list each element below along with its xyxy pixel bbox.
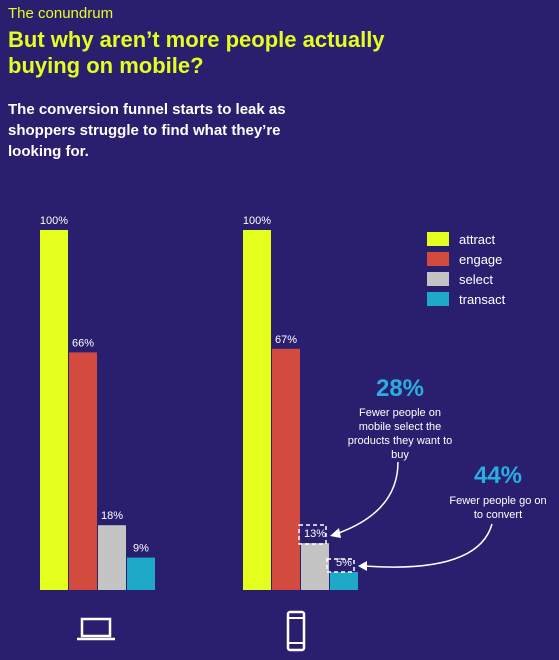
- data-label: 9%: [133, 543, 149, 555]
- bar-transact: [330, 572, 358, 590]
- legend-swatch: [427, 292, 449, 306]
- legend-label: attract: [459, 231, 496, 247]
- transact-gap-box: [326, 558, 355, 573]
- laptop-icon: [77, 617, 115, 641]
- subhead: The conversion funnel starts to leak as …: [8, 101, 286, 160]
- select-gap-box: [298, 524, 327, 545]
- legend-item: engage: [427, 249, 505, 269]
- bar-select: [98, 525, 126, 590]
- legend-swatch: [427, 272, 449, 286]
- kicker: The conundrum: [8, 5, 114, 22]
- legend-label: select: [459, 271, 493, 287]
- headline: But why aren’t more people actually buyi…: [8, 27, 385, 78]
- callout-text-select: Fewer people on mobile select the produc…: [347, 407, 453, 461]
- data-label: 67%: [275, 334, 297, 346]
- callout-value-select: 28%: [375, 375, 425, 402]
- legend-swatch: [427, 232, 449, 246]
- data-label: 100%: [40, 215, 68, 227]
- legend-swatch: [427, 252, 449, 266]
- bars-group: [40, 230, 358, 590]
- legend-item: attract: [427, 229, 505, 249]
- bar-engage: [272, 348, 300, 590]
- bar-attract: [40, 230, 68, 590]
- legend-item: transact: [427, 289, 505, 309]
- bar-select: [301, 543, 329, 590]
- callout-annotations: [298, 461, 493, 573]
- transact-arrow: [363, 523, 493, 568]
- bar-engage: [69, 352, 97, 590]
- bar-attract: [243, 230, 271, 590]
- data-label: 100%: [243, 215, 271, 227]
- transact-arrowhead: [358, 561, 367, 571]
- legend-item: select: [427, 269, 505, 289]
- data-label: 66%: [72, 337, 94, 349]
- select-arrow: [335, 461, 399, 535]
- mobile-phone-icon: [286, 610, 306, 652]
- labels-group: 100% 66% 18% 9% 100% 67% 13% 5%: [40, 215, 352, 569]
- select-arrowhead: [330, 528, 341, 538]
- legend-label: transact: [459, 291, 506, 307]
- data-label: 18%: [101, 510, 123, 522]
- callout-value-transact: 44%: [473, 462, 523, 489]
- legend-label: engage: [459, 251, 503, 267]
- legend: attract engage select transact: [427, 229, 505, 309]
- data-label: 5%: [336, 557, 352, 569]
- data-label: 13%: [304, 528, 326, 540]
- bar-transact: [127, 557, 155, 590]
- callout-text-transact: Fewer people go on to convert: [449, 495, 547, 521]
